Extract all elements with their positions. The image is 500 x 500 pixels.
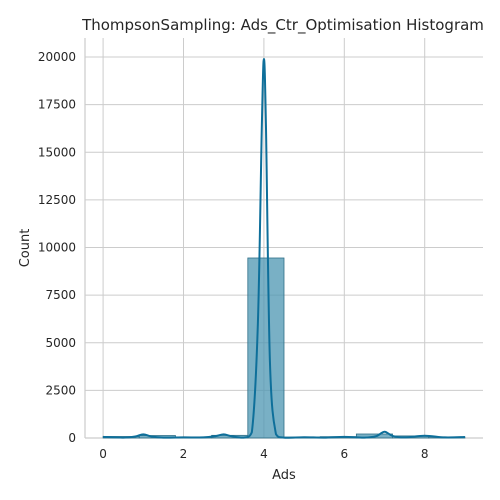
y-tick-label: 10000	[38, 241, 76, 255]
y-tick-label: 2500	[45, 383, 76, 397]
x-tick-label: 0	[99, 447, 107, 461]
kde-curve-group	[103, 57, 465, 439]
x-axis-label: Ads	[272, 468, 296, 483]
y-tick-label: 12500	[38, 193, 76, 207]
y-tick-label: 17500	[38, 98, 76, 112]
chart-title: ThompsonSampling: Ads_Ctr_Optimisation H…	[81, 16, 484, 35]
x-tick-labels: 0 2 4 6 8	[99, 447, 428, 461]
y-tick-label: 15000	[38, 145, 76, 159]
y-tick-label: 20000	[38, 50, 76, 64]
y-axis-label: Count	[18, 229, 33, 268]
x-tick-label: 6	[340, 447, 348, 461]
y-tick-label: 5000	[45, 336, 76, 350]
x-tick-label: 4	[260, 447, 268, 461]
x-tick-label: 2	[180, 447, 188, 461]
histogram-bars	[102, 257, 466, 439]
y-tick-label: 0	[68, 431, 76, 445]
kde-curve	[103, 57, 465, 439]
y-tick-labels: 0 2500 5000 7500 10000 12500 15000 17500 20000	[38, 50, 76, 445]
y-tick-label: 7500	[45, 288, 76, 302]
grid-lines	[85, 38, 483, 439]
x-tick-label: 8	[421, 447, 429, 461]
